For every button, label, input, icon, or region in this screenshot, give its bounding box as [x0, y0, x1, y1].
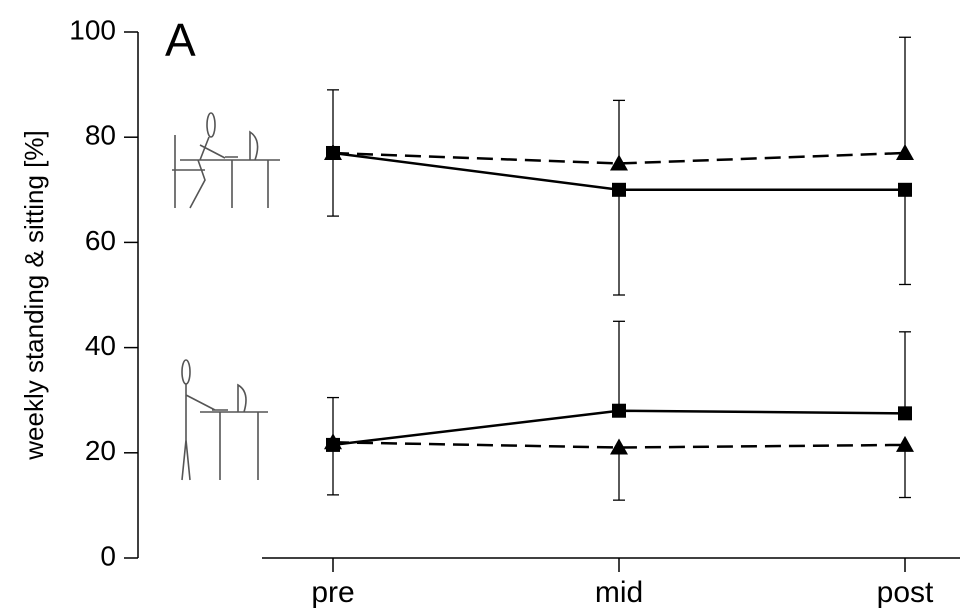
- x-tick-label: post: [877, 576, 934, 609]
- y-tick-label: 0: [100, 540, 116, 571]
- x-tick-label: mid: [595, 576, 643, 609]
- sitting-icon: [172, 113, 280, 208]
- y-tick-label: 80: [85, 120, 116, 151]
- x-tick-label: pre: [311, 576, 354, 609]
- marker-square: [898, 406, 912, 420]
- panel-label: A: [165, 14, 196, 66]
- chart: A weekly standing & sitting [%] 0 20 40 60 8…: [0, 0, 964, 611]
- standing-icon: [182, 360, 268, 480]
- marker-square: [898, 183, 912, 197]
- y-tick-label: 20: [85, 435, 116, 466]
- y-tick-label: 40: [85, 330, 116, 361]
- marker-square: [612, 183, 626, 197]
- y-tick-label: 60: [85, 225, 116, 256]
- y-axis-label: weekly standing & sitting [%]: [19, 130, 49, 461]
- marker-square: [612, 404, 626, 418]
- y-tick-label: 100: [69, 14, 116, 45]
